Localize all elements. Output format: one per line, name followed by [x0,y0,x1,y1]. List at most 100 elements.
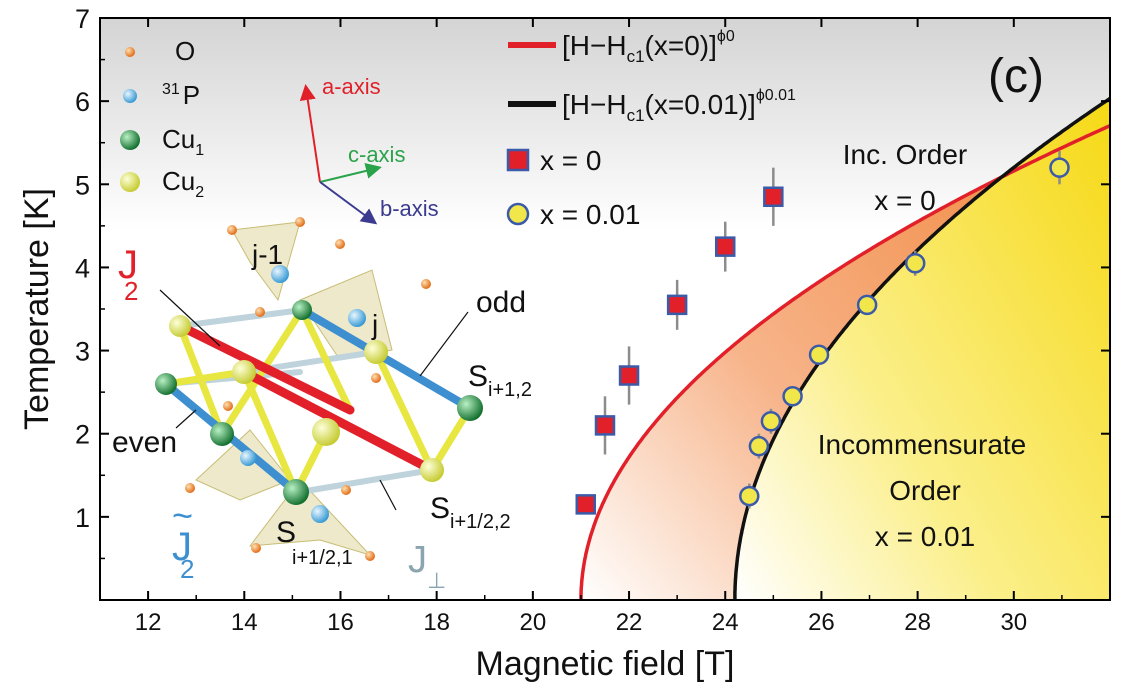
atom-p [240,450,256,466]
atom-cu1 [283,479,309,505]
label-j2-tilde: J2 [172,525,194,584]
atom-legend-o-marker [125,47,135,57]
atom-o [255,307,265,317]
legend-label-fit-x0: [H−Hc1(x=0)]ϕ0 [562,28,735,66]
atom-cu1 [210,422,234,446]
bond-j2tilde-2 [298,306,474,412]
x-tick-label: 24 [712,609,739,636]
region-label-x001: x = 0.01 [875,521,975,552]
data-point-x001 [782,386,803,407]
crystal-structure-inset: O 31 P Cu1 Cu2 a-axis c-axis b-axis [112,36,532,593]
label-odd: odd [476,286,526,319]
x-tick-label: 20 [520,609,547,636]
bond-cu2-5 [162,368,248,388]
x-tick-label: 16 [327,609,354,636]
y-tick-label: 5 [75,170,90,200]
label-even: even [112,426,177,459]
data-point-x0 [666,294,688,316]
bond-j2-1 [175,321,355,415]
x-tick-label: 18 [423,609,450,636]
data-point-x0 [618,365,640,386]
label-s-ihalf-2: Si+1/2,2 [430,492,511,533]
bond-jperp-3 [297,467,435,495]
atom-o [223,401,233,411]
label-j2-tilde-accent: ~ [172,495,193,536]
data-point-x001 [808,344,830,365]
c-axis-arrow [319,163,382,183]
atom-legend-cu2-marker [120,172,140,192]
legend-label-fit-x001: [H−Hc1(x=0.01)]ϕ0.01 [562,87,796,125]
fit-curve-x0 [579,124,1110,600]
bond-cu2-6 [218,306,306,438]
data-point-x0 [714,236,736,257]
atom-legend-cu1-label: Cu1 [162,124,204,159]
atom-cu1 [155,373,177,395]
data-point-x001 [739,485,760,507]
atom-legend-o-label: O [175,36,195,66]
x-tick-label: 22 [616,609,643,636]
data-point-x001 [748,435,770,457]
legend-marker-x001 [506,202,530,226]
atom-o [335,239,345,249]
data-point-x001 [904,253,926,274]
x-tick-label: 30 [1000,609,1027,636]
b-axis-arrow [319,181,378,225]
atoms [155,217,483,561]
region-label-incommensurate: Incommensurate [818,429,1027,460]
atom-o [371,373,381,383]
data-markers [575,151,1070,515]
plot-background-band [100,18,1110,230]
atom-o [421,279,431,289]
y-tick-label: 3 [75,337,90,367]
data-point-x0 [575,494,597,515]
atom-cu1 [457,395,483,421]
bond-j2-2 [239,367,437,475]
b-axis-label: b-axis [380,196,439,221]
region-label-inc-order-x: x = 0 [874,185,935,216]
x-tick-label: 12 [135,609,162,636]
po4-tetrahedra [195,221,393,557]
legend-label-x001: x = 0.01 [540,199,640,230]
x-tick-label: 28 [904,609,931,636]
a-axis-arrow [299,84,321,183]
data-point-x001 [760,410,782,432]
atom-legend-cu1-marker [120,130,140,150]
y-tick-label: 2 [75,420,90,450]
y-axis-label: Temperature [K] [18,188,56,430]
x-tick-label: 14 [231,609,258,636]
atom-p [271,265,289,283]
crystal-axes: a-axis c-axis b-axis [299,74,439,225]
leader-lines [159,289,469,511]
data-point-x0 [594,415,616,436]
atom-legend-p-label: 31 P [162,80,200,110]
atom-cu1 [292,300,312,320]
atom-p [311,505,329,523]
y-tick-label: 7 [75,4,90,34]
bond-cu2-4 [372,348,436,474]
label-j-minus-1: j-1 [251,239,283,270]
bond-cu2-3 [298,306,354,414]
y-tick-label: 1 [75,503,90,533]
atom-o [251,543,261,553]
label-s-i1-2: Si+1,2 [468,360,532,401]
c-axis-label: c-axis [348,142,405,167]
legend: [H−Hc1(x=0)]ϕ0 [H−Hc1(x=0.01)]ϕ0.01 x = … [506,28,796,230]
label-jperp: J⊥ [408,539,446,593]
legend-marker-x0 [506,148,530,172]
fit-curve-x001 [733,96,1110,600]
atom-o [185,483,195,493]
atom-cu2 [312,418,340,446]
atom-cu2 [232,360,256,384]
region-incommensurate-x001 [734,18,1110,600]
data-point-x001 [1049,157,1070,178]
label-j: j [371,309,378,340]
region-labels: Inc. Order x = 0 Incommensurate Order x … [818,139,1027,552]
atom-o [365,551,375,561]
y-tick-label: 6 [75,87,90,117]
panel-label: (c) [988,50,1044,103]
region-label-order: Order [889,475,961,506]
